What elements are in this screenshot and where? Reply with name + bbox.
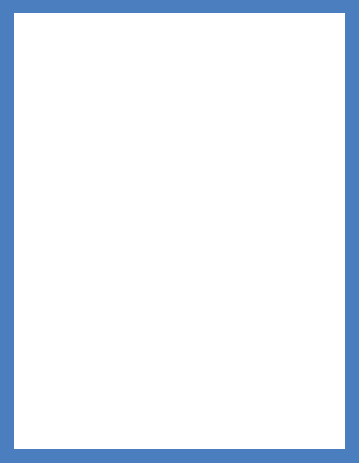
Text: 25: 25 xyxy=(53,234,66,244)
Text: 5: 5 xyxy=(159,174,165,184)
Text: =: = xyxy=(285,219,293,229)
Text: 3: 3 xyxy=(56,189,63,199)
Text: 6.: 6. xyxy=(236,174,246,184)
Text: 35: 35 xyxy=(205,146,218,156)
Text: 300: 300 xyxy=(304,278,323,288)
Text: 40: 40 xyxy=(205,189,218,199)
Text: 36: 36 xyxy=(102,146,115,156)
Text: =: = xyxy=(182,219,191,229)
Text: Online reading & math for K-5: Online reading & math for K-5 xyxy=(25,421,139,430)
Text: =: = xyxy=(80,263,88,274)
Text: 15.: 15. xyxy=(236,308,252,318)
Text: 108: 108 xyxy=(201,368,221,378)
Text: =: = xyxy=(285,263,293,274)
Text: ©  www.k5learning.com: © www.k5learning.com xyxy=(242,421,334,430)
Text: 25: 25 xyxy=(53,368,66,378)
Text: 4.: 4. xyxy=(31,174,40,184)
Text: Learning: Learning xyxy=(70,40,126,50)
Text: 9.: 9. xyxy=(236,219,246,229)
Text: 6: 6 xyxy=(159,308,165,318)
Text: 50: 50 xyxy=(258,189,271,199)
Text: 16.: 16. xyxy=(31,353,46,363)
Text: 12: 12 xyxy=(155,368,169,378)
Text: 49: 49 xyxy=(102,278,115,288)
Text: =: = xyxy=(285,131,293,142)
Text: 12.: 12. xyxy=(236,263,252,274)
Text: 11.: 11. xyxy=(134,263,149,274)
Text: 7.: 7. xyxy=(31,219,40,229)
Text: 24: 24 xyxy=(102,323,115,333)
Text: =: = xyxy=(80,353,88,363)
Text: 5: 5 xyxy=(159,146,165,156)
Text: 2: 2 xyxy=(261,234,268,244)
Text: 18.: 18. xyxy=(236,353,252,363)
Text: 329: 329 xyxy=(304,174,324,184)
Text: 2: 2 xyxy=(261,353,268,363)
Text: 14.: 14. xyxy=(134,308,149,318)
FancyBboxPatch shape xyxy=(22,24,68,63)
Text: 7: 7 xyxy=(56,278,63,288)
Text: 9: 9 xyxy=(159,234,165,244)
Text: 13.: 13. xyxy=(31,308,46,318)
Text: 8: 8 xyxy=(159,189,165,199)
Text: 100: 100 xyxy=(255,278,275,288)
Text: 36: 36 xyxy=(307,131,320,141)
Text: 96: 96 xyxy=(205,278,218,288)
Text: 15: 15 xyxy=(53,353,66,363)
Text: 6: 6 xyxy=(159,263,165,273)
Text: =: = xyxy=(80,219,88,229)
Text: 35: 35 xyxy=(205,323,218,333)
Text: 7: 7 xyxy=(159,323,165,333)
Text: =: = xyxy=(285,353,293,363)
Text: =: = xyxy=(80,174,88,184)
Text: =: = xyxy=(285,308,293,318)
Text: 21: 21 xyxy=(53,219,66,229)
Text: 1: 1 xyxy=(261,308,268,318)
Text: 5.: 5. xyxy=(134,174,143,184)
Text: 4: 4 xyxy=(311,323,317,333)
Text: 8.: 8. xyxy=(134,219,143,229)
Text: =: = xyxy=(182,353,191,363)
Text: 14: 14 xyxy=(205,131,218,141)
Text: 54: 54 xyxy=(205,234,218,244)
Text: 175: 175 xyxy=(98,368,118,378)
Text: 3.: 3. xyxy=(236,131,246,142)
Text: 10.: 10. xyxy=(31,263,46,274)
Text: 7: 7 xyxy=(159,353,165,363)
Text: 6: 6 xyxy=(56,146,63,156)
Text: 7: 7 xyxy=(159,219,165,229)
Text: 2: 2 xyxy=(261,323,268,333)
Text: 12: 12 xyxy=(155,278,169,288)
Text: 1: 1 xyxy=(56,308,63,318)
Text: =: = xyxy=(182,174,191,184)
Text: 3: 3 xyxy=(261,368,268,378)
Text: 1.: 1. xyxy=(31,131,40,142)
Text: 17.: 17. xyxy=(134,353,149,363)
Text: 40: 40 xyxy=(307,146,320,156)
Text: 4: 4 xyxy=(56,323,63,333)
Text: 57: 57 xyxy=(307,263,320,273)
Text: 9: 9 xyxy=(105,189,112,199)
Text: 6: 6 xyxy=(311,219,317,229)
Text: 12: 12 xyxy=(307,234,320,244)
Text: 2.: 2. xyxy=(134,131,143,142)
Text: 28: 28 xyxy=(102,263,115,273)
Text: Complete the equivalent fractions.: Complete the equivalent fractions. xyxy=(25,124,195,134)
Text: =: = xyxy=(182,263,191,274)
Text: 10: 10 xyxy=(258,146,271,156)
Text: 15: 15 xyxy=(307,368,320,378)
Text: =: = xyxy=(182,131,191,142)
Text: 1: 1 xyxy=(56,174,63,184)
Text: Equivalent Fractions (only numerators
missing): Equivalent Fractions (only numerators mi… xyxy=(25,72,342,106)
Text: Grade 3 Fractions Worksheet: Grade 3 Fractions Worksheet xyxy=(25,112,166,121)
Text: =: = xyxy=(80,308,88,318)
Text: K5: K5 xyxy=(29,38,42,47)
Text: =: = xyxy=(80,131,88,142)
Text: 3: 3 xyxy=(56,131,63,141)
Text: =: = xyxy=(285,174,293,184)
Text: =: = xyxy=(182,308,191,318)
Text: 350: 350 xyxy=(304,189,324,199)
Text: 125: 125 xyxy=(98,234,118,244)
